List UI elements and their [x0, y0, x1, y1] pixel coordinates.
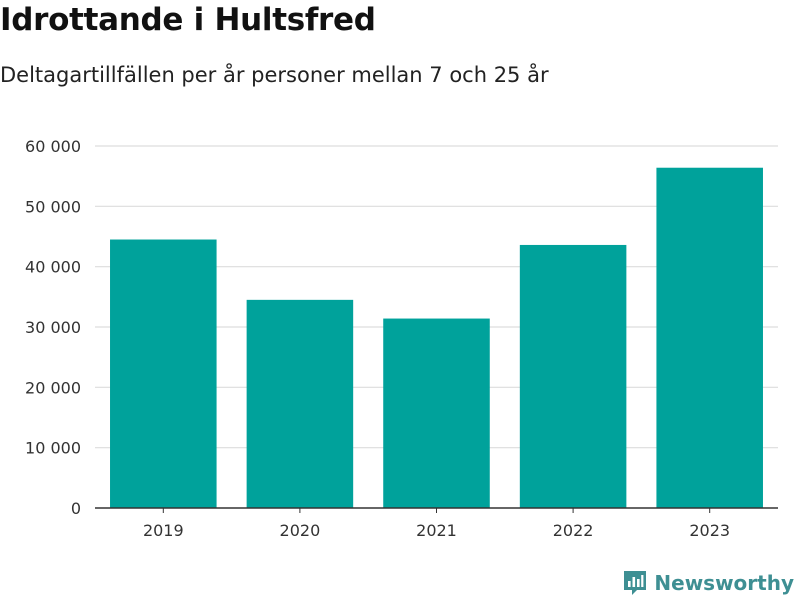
- bar-2022: [519, 244, 627, 509]
- brand-logo: Newsworthy: [622, 569, 794, 597]
- y-tick-label: 10 000: [25, 439, 81, 458]
- axes: 0 10 000 20 000 30 000 40 000 50 000 60 000 201…: [25, 137, 778, 540]
- y-tick-label: 60 000: [25, 137, 81, 156]
- newsworthy-logo-icon: [624, 571, 647, 595]
- chart-title: Idrottande i Hultsfred: [0, 2, 376, 38]
- bars: [110, 167, 763, 509]
- y-tick-label: 50 000: [25, 197, 81, 216]
- bar-2020: [246, 299, 354, 508]
- y-tick-label: 0: [71, 499, 81, 518]
- y-tick-label: 40 000: [25, 258, 81, 277]
- x-tick-label: 2022: [553, 521, 594, 540]
- x-tick-label: 2021: [416, 521, 457, 540]
- y-tick-label: 20 000: [25, 378, 81, 397]
- bar-2021: [383, 318, 490, 508]
- x-tick-label: 2023: [689, 521, 730, 540]
- brand-name: Newsworthy: [654, 571, 794, 595]
- chart-subtitle: Deltagartillfällen per år personer mella…: [0, 63, 549, 87]
- bar-2019: [110, 239, 217, 508]
- y-tick-label: 30 000: [25, 318, 81, 337]
- bar-2023: [656, 167, 763, 508]
- x-tick-label: 2020: [280, 521, 321, 540]
- x-tick-label: 2019: [143, 521, 184, 540]
